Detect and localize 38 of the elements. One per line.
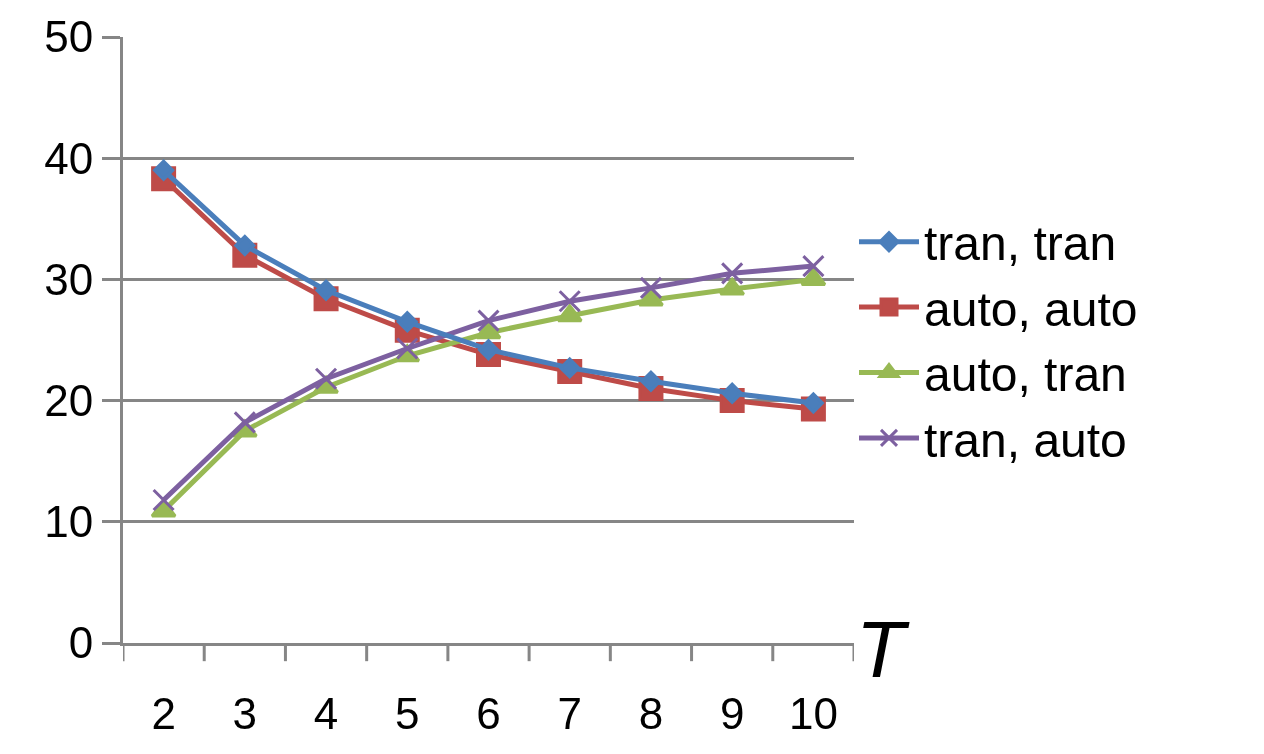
point xyxy=(395,336,419,360)
point xyxy=(153,159,175,181)
point xyxy=(396,311,418,333)
point xyxy=(314,367,338,391)
point xyxy=(639,276,663,300)
x-tick-label: 4 xyxy=(313,688,339,738)
legend-label: auto, tran xyxy=(924,348,1127,402)
point xyxy=(559,357,581,379)
y-tick-label: 10 xyxy=(44,497,94,547)
x-tick-label: 2 xyxy=(151,688,176,738)
y-tick-label: 30 xyxy=(44,254,94,304)
point xyxy=(477,339,500,361)
point xyxy=(721,382,743,404)
point xyxy=(233,410,257,434)
point xyxy=(558,289,582,313)
point xyxy=(640,370,662,392)
point xyxy=(234,234,256,257)
legend-label: tran, auto xyxy=(924,413,1127,467)
x-tick-label: 8 xyxy=(638,688,664,738)
y-tick-label: 50 xyxy=(44,12,94,62)
legend-label: tran, tran xyxy=(924,217,1117,271)
x-tick-label: 7 xyxy=(557,688,582,738)
point xyxy=(802,392,824,414)
point xyxy=(720,261,744,285)
point xyxy=(315,279,337,301)
x-tick-label: 5 xyxy=(395,688,420,738)
x-tick-label: 6 xyxy=(476,688,501,738)
x-axis-title: T xyxy=(856,605,910,694)
x-tick-label: 10 xyxy=(788,688,838,738)
x-tick-label: 9 xyxy=(719,688,745,738)
y-tick-label: 20 xyxy=(44,376,94,425)
y-tick-label: 40 xyxy=(44,133,94,183)
y-tick-label: 0 xyxy=(68,618,94,668)
point xyxy=(477,309,500,333)
legend-label: auto, auto xyxy=(924,282,1138,336)
point xyxy=(801,254,825,278)
point xyxy=(152,488,176,512)
x-tick-label: 3 xyxy=(232,688,258,738)
